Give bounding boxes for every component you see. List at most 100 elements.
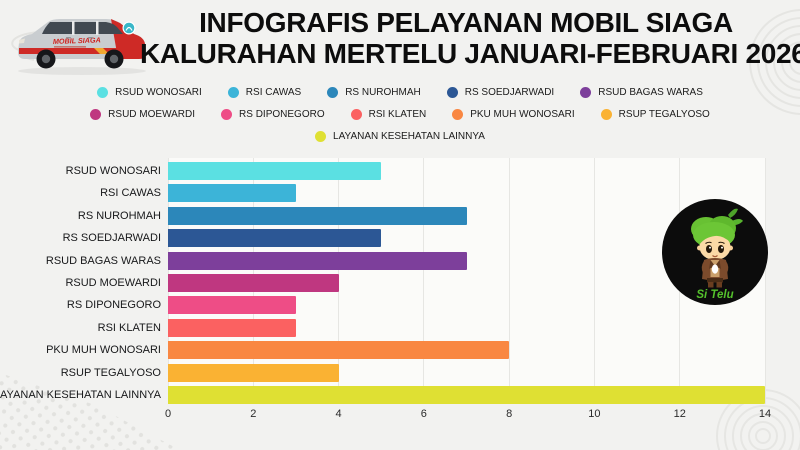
bar-label: RSI CAWAS: [100, 187, 161, 200]
legend-dot-icon: [97, 87, 109, 98]
bar-label: RSUD BAGAS WARAS: [45, 254, 161, 267]
bar-label: RSUD WONOSARI: [65, 165, 161, 177]
legend-item: RSUD BAGAS WARAS: [580, 87, 703, 98]
car-rear-red: [111, 19, 145, 59]
x-tick: 10: [588, 408, 601, 420]
mascot-mouth: [712, 255, 718, 258]
x-tick: 0: [164, 408, 172, 420]
legend-item: RSUD WONOSARI: [97, 87, 202, 98]
legend-dot-icon: [315, 131, 327, 142]
mascot-hands: [711, 264, 719, 274]
bar-chart: RSUD WONOSARI RSI CAWAS RS NUROHMAH RS SOED…: [0, 158, 766, 404]
x-tick: 12: [673, 408, 686, 420]
legend-label: PKU MUH WONOSARI: [470, 109, 575, 120]
x-tick: 14: [758, 408, 772, 420]
bar-row: RS NUROHMAH: [78, 206, 765, 225]
bar-row: RSI KLATEN: [98, 318, 765, 337]
mascot-face: [699, 234, 731, 260]
mascot-eyes: [706, 245, 724, 253]
legend-item: LAYANAN KESEHATAN LAINNYA: [315, 131, 485, 142]
bar-rsi-klaten: [168, 318, 296, 337]
bar-row: RS DIPONEGORO: [67, 296, 765, 315]
legend-label: RSUD WONOSARI: [115, 87, 202, 98]
legend-item: RS NUROHMAH: [327, 87, 421, 98]
x-tick: 8: [506, 408, 513, 420]
bar-rows: RSUD WONOSARI RSI CAWAS RS NUROHMAH RS SOED…: [0, 158, 765, 404]
bar-label: RSUD MOEWARDI: [65, 276, 161, 289]
bar-rs-diponegoro: [168, 296, 296, 315]
legend-item: RSUP TEGALYOSO: [600, 109, 710, 120]
gridline: [423, 158, 425, 404]
bar-rsud-bagas-waras: [168, 251, 467, 270]
gridline: [508, 158, 510, 404]
bar-label: LAYANAN KESEHATAN LAINNYA: [0, 388, 161, 401]
bar-layanan-kesehatan-lainnya: [168, 385, 765, 404]
bar-label: PKU MUH WONOSARI: [46, 344, 161, 357]
legend-dot-icon: [600, 109, 612, 120]
gridline: [338, 158, 340, 404]
mascot-sprout: [728, 208, 738, 218]
bar-label: RSI KLATEN: [97, 321, 161, 334]
bar-row: RSUD WONOSARI: [66, 162, 765, 180]
legend-item: RSI CAWAS: [227, 87, 302, 98]
car-stripe: [19, 48, 118, 54]
gridline: [593, 158, 595, 404]
x-axis: 0 2 4 6 8 10 12 14: [164, 407, 771, 421]
legend-item: RS DIPONEGORO: [221, 109, 325, 120]
legend-dot-icon: [227, 87, 239, 98]
mascot-label: Si Telu: [696, 289, 733, 301]
legend-item: RSUD MOEWARDI: [90, 109, 195, 120]
legend-dot-icon: [221, 109, 233, 120]
legend-dot-icon: [327, 87, 339, 98]
bar-label: RSUP TEGALYOSO: [60, 366, 161, 379]
car-window-band: [42, 22, 123, 34]
legend-item: RSI KLATEN: [350, 109, 427, 120]
bar-pku-muh-wonosari: [168, 341, 510, 360]
bar-row: LAYANAN KESEHATAN LAINNYA: [0, 385, 765, 404]
legend-label: RSUD MOEWARDI: [108, 109, 196, 120]
legend-dot-icon: [350, 109, 362, 120]
si-telu-mascot: Si Telu: [662, 199, 768, 305]
legend-dot-icon: [580, 87, 592, 98]
bar-label: RS DIPONEGORO: [66, 299, 161, 312]
car-headlight: [19, 38, 25, 44]
legend-label: RSUP TEGALYOSO: [618, 109, 710, 120]
legend-label: RS NUROHMAH: [345, 87, 421, 98]
legend-row: RSUD MOEWARDI RS DIPONEGORO RSI KLATEN PKU …: [90, 109, 710, 120]
bar-rs-soedjarwadi: [168, 229, 382, 248]
legend-dot-icon: [446, 87, 458, 98]
legend-label: RSI CAWAS: [245, 87, 302, 98]
bar-rsi-cawas: [168, 184, 296, 203]
legend-item: RS SOEDJARWADI: [446, 87, 554, 98]
x-tick: 6: [420, 408, 427, 420]
bar-label: RS SOEDJARWADI: [62, 232, 161, 245]
legend-label: RS DIPONEGORO: [239, 109, 325, 120]
title-line-2: KALURAHAN MERTELU JANUARI-FEBRUARI 2026: [140, 38, 800, 69]
legend-row: RSUD WONOSARI RSI CAWAS RS NUROHMAH RS SOED…: [97, 87, 703, 98]
bar-row: RS SOEDJARWADI: [63, 229, 765, 248]
bar-rs-nurohmah: [168, 206, 467, 225]
legend-label: LAYANAN KESEHATAN LAINNYA: [333, 131, 485, 142]
mascot-fringe: [698, 228, 732, 245]
bar-rsud-moewardi: [168, 273, 339, 292]
x-tick: 4: [335, 408, 342, 420]
legend-row: LAYANAN KESEHATAN LAINNYA: [315, 131, 485, 142]
bar-row: RSUD BAGAS WARAS: [46, 251, 765, 270]
bar-rsud-wonosari: [168, 162, 382, 180]
gridline: [764, 158, 766, 404]
bar-row: RSUD MOEWARDI: [65, 273, 765, 292]
bar-row: RSI CAWAS: [100, 184, 765, 203]
legend-label: RSI KLATEN: [368, 109, 427, 120]
page-title: INFOGRAFIS PELAYANAN MOBIL SIAGA KALURAH…: [140, 7, 800, 69]
legend-dot-icon: [452, 109, 464, 120]
mobil-siaga-car: MOBIL SIAGA: [18, 19, 146, 75]
legend-label: RSUD BAGAS WARAS: [598, 87, 703, 98]
bar-row: PKU MUH WONOSARI: [46, 341, 765, 360]
car-label: MOBIL SIAGA: [53, 35, 101, 46]
legend-dot-icon: [90, 109, 102, 120]
bar-rsup-tegalyoso: [168, 363, 339, 382]
bar-label: RS NUROHMAH: [77, 209, 161, 222]
chart-legend: RSUD WONOSARI RSI CAWAS RS NUROHMAH RS SOED…: [0, 87, 800, 142]
legend-item: PKU MUH WONOSARI: [452, 109, 575, 120]
title-line-1: INFOGRAFIS PELAYANAN MOBIL SIAGA: [199, 7, 733, 38]
